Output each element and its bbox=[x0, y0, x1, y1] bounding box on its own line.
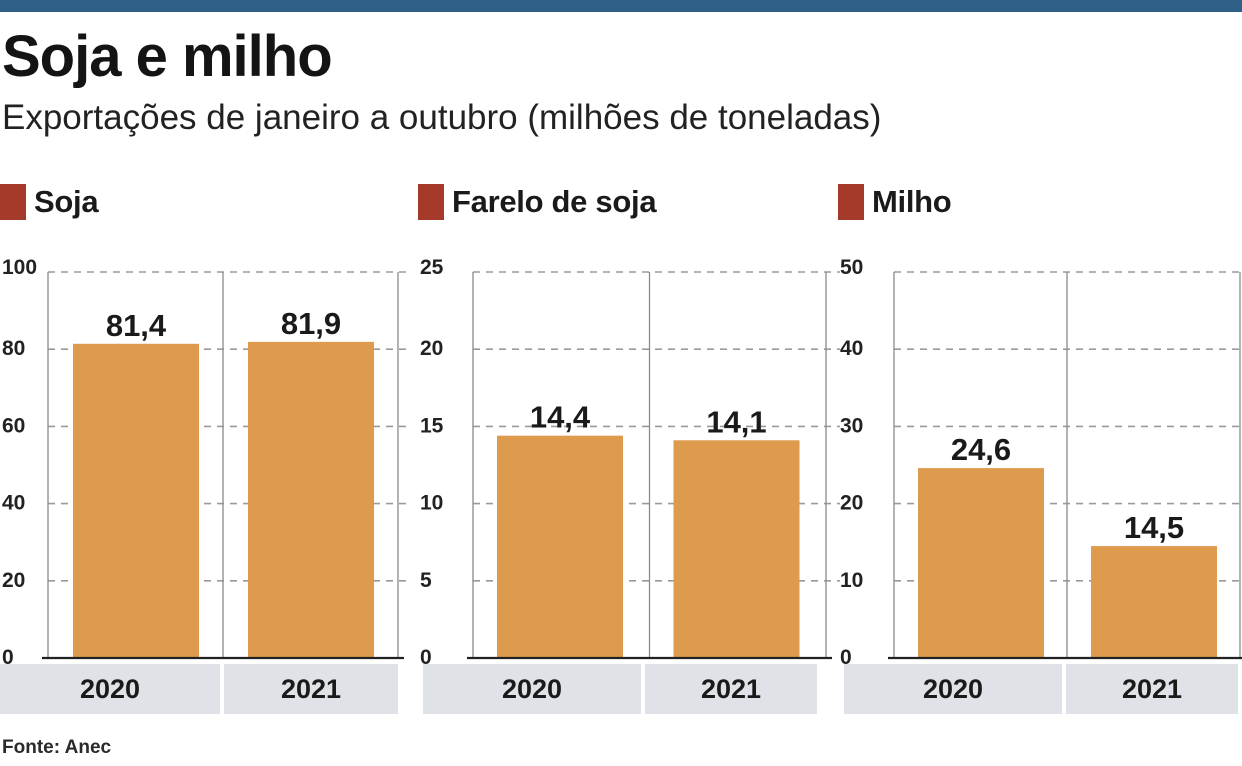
x-axis-band: 2020 2021 bbox=[423, 664, 817, 714]
source-note: Fonte: Anec bbox=[2, 737, 112, 758]
legend-swatch bbox=[838, 184, 864, 220]
top-accent-bar bbox=[0, 0, 1242, 12]
bar-2020 bbox=[918, 468, 1044, 658]
y-tick-label: 10 bbox=[420, 492, 443, 515]
x-tick-label: 2021 bbox=[224, 664, 398, 714]
data-label: 81,9 bbox=[281, 306, 341, 341]
chart-panel-farelo-de-soja: Farelo de soja 0 5 10 15 20 25 14,4 14,1 2020 2… bbox=[418, 180, 840, 720]
x-tick-label: 2020 bbox=[844, 664, 1062, 714]
x-tick-label: 2021 bbox=[645, 664, 817, 714]
x-axis-band: 2020 2021 bbox=[844, 664, 1238, 714]
y-tick-label: 0 bbox=[2, 646, 14, 669]
data-label: 24,6 bbox=[951, 432, 1011, 467]
y-tick-label: 20 bbox=[2, 569, 25, 592]
bar-chart-milho: 0 10 20 30 40 50 24,6 14,5 bbox=[840, 256, 1242, 669]
data-label: 14,4 bbox=[530, 400, 591, 435]
bar-chart-soja: 0 20 40 60 80 100 81,4 81,9 bbox=[2, 256, 412, 669]
y-tick-label: 20 bbox=[420, 337, 443, 360]
x-tick-label: 2020 bbox=[0, 664, 220, 714]
data-label: 14,1 bbox=[706, 404, 766, 439]
page-title: Soja e milho bbox=[2, 24, 333, 89]
bar-2021 bbox=[1091, 546, 1217, 658]
y-tick-label: 40 bbox=[2, 492, 25, 515]
y-tick-label: 30 bbox=[840, 414, 863, 437]
y-tick-label: 20 bbox=[840, 492, 863, 515]
x-tick-label: 2021 bbox=[1066, 664, 1238, 714]
chart-title: Milho bbox=[872, 184, 952, 219]
data-label: 14,5 bbox=[1124, 510, 1184, 545]
chart-title-row: Farelo de soja bbox=[418, 180, 657, 224]
chart-title-row: Milho bbox=[838, 180, 952, 224]
y-tick-label: 10 bbox=[840, 569, 863, 592]
bar-2021 bbox=[673, 440, 800, 658]
bar-chart-farelo-de-soja: 0 5 10 15 20 25 14,4 14,1 bbox=[420, 256, 840, 669]
y-tick-label: 80 bbox=[2, 337, 25, 360]
chart-title: Farelo de soja bbox=[452, 184, 657, 219]
x-axis-band: 2020 2021 bbox=[0, 664, 398, 714]
y-tick-label: 5 bbox=[420, 569, 432, 592]
y-tick-label: 40 bbox=[840, 337, 863, 360]
y-tick-label: 0 bbox=[840, 646, 852, 669]
legend-swatch bbox=[0, 184, 26, 220]
y-tick-label: 60 bbox=[2, 414, 25, 437]
bar-2021 bbox=[248, 341, 374, 658]
y-tick-label: 15 bbox=[420, 414, 444, 437]
x-tick-label: 2020 bbox=[423, 664, 641, 714]
y-tick-label: 50 bbox=[840, 256, 863, 279]
y-tick-label: 100 bbox=[2, 256, 37, 279]
legend-swatch bbox=[418, 184, 444, 220]
bar-2020 bbox=[497, 435, 623, 658]
chart-title-row: Soja bbox=[0, 180, 99, 224]
y-tick-label: 25 bbox=[420, 256, 444, 279]
y-tick-label: 0 bbox=[420, 646, 432, 669]
chart-title: Soja bbox=[34, 184, 99, 219]
chart-panel-milho: Milho 0 10 20 30 40 50 24,6 14,5 2020 2021 bbox=[838, 180, 1242, 720]
page-subtitle: Exportações de janeiro a outubro (milhõe… bbox=[2, 98, 882, 137]
chart-panel-soja: Soja 0 20 40 60 80 100 81,4 81,9 2020 2021 bbox=[0, 180, 412, 720]
bar-2020 bbox=[73, 343, 199, 658]
data-label: 81,4 bbox=[106, 308, 167, 343]
